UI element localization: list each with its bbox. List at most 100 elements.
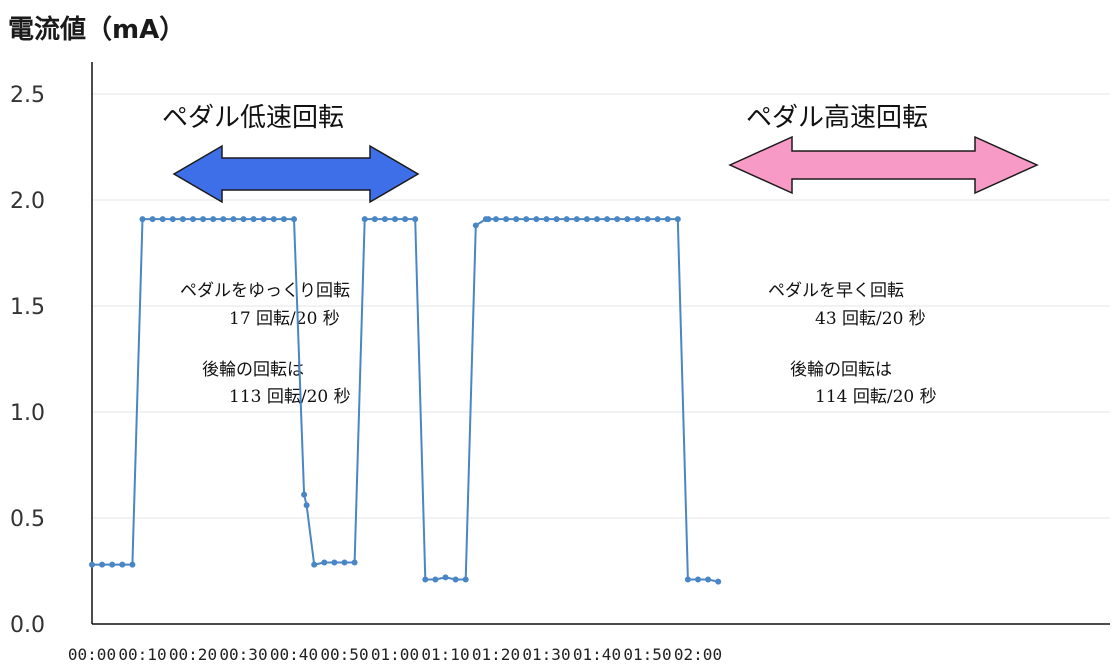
data-point	[644, 216, 651, 223]
data-point	[119, 561, 126, 568]
data-point	[583, 216, 590, 223]
data-point	[594, 216, 600, 223]
data-point	[179, 216, 186, 223]
current-series-line	[92, 218, 719, 583]
x-tick-label: 01:40	[573, 645, 621, 664]
x-tick-label: 00:20	[169, 645, 217, 664]
low-note-line-3: 後輪の回転は	[202, 360, 304, 380]
x-tick-label: 01:00	[371, 645, 419, 664]
data-point	[169, 216, 176, 223]
data-point	[260, 216, 267, 223]
y-tick-label: 2.5	[10, 83, 45, 108]
data-point	[341, 559, 348, 566]
low-note-line-4: 113 回転/20 秒	[229, 387, 351, 407]
data-point	[604, 216, 611, 223]
data-point	[634, 216, 641, 223]
high-speed-header: ペダル高速回転	[746, 103, 928, 133]
data-point	[159, 216, 166, 223]
data-point	[412, 216, 419, 223]
y-tick-label: 1.0	[10, 401, 45, 426]
data-point	[291, 216, 297, 223]
data-point	[311, 561, 318, 568]
x-tick-label: 02:00	[674, 645, 722, 664]
y-tick-label: 1.5	[10, 295, 45, 320]
data-point	[220, 216, 227, 223]
data-point	[149, 216, 156, 223]
data-point	[230, 216, 237, 223]
data-point	[270, 216, 277, 223]
data-point	[89, 561, 95, 568]
data-point	[402, 216, 409, 223]
data-point	[695, 576, 701, 583]
x-tick-label: 00:10	[118, 645, 166, 664]
data-point	[442, 574, 449, 581]
data-point	[371, 216, 378, 223]
data-point	[190, 216, 196, 223]
low-speed-header: ペダル低速回転	[162, 103, 344, 133]
data-point	[563, 216, 570, 223]
data-point	[240, 216, 247, 223]
current-series-points	[89, 216, 722, 585]
data-point	[99, 561, 106, 568]
data-point	[392, 216, 398, 223]
data-point	[210, 216, 217, 223]
data-point	[614, 216, 621, 223]
data-point	[664, 216, 671, 223]
data-point	[301, 491, 308, 498]
data-point	[381, 216, 388, 223]
high-speed-double-arrow	[728, 135, 1039, 195]
x-tick-label: 01:10	[421, 645, 469, 664]
data-point	[513, 216, 520, 223]
x-tick-label: 00:00	[68, 645, 116, 664]
data-point	[573, 216, 580, 223]
data-point	[280, 216, 287, 223]
data-point	[432, 576, 439, 583]
data-point	[452, 576, 459, 583]
data-point	[624, 216, 631, 223]
x-tick-labels: 00:00 00:10 00:20 00:30 00:40 00:50 01:00 01:10…	[68, 645, 722, 664]
x-tick-label: 00:30	[219, 645, 267, 664]
y-axis-label: 電流値（mA）	[8, 15, 185, 45]
data-point	[250, 216, 257, 223]
y-tick-label: 0.0	[10, 613, 45, 638]
data-point	[331, 559, 338, 566]
data-point	[523, 216, 530, 223]
data-point	[303, 502, 310, 509]
data-point	[139, 216, 146, 223]
data-point	[200, 216, 207, 223]
x-tick-label: 01:50	[623, 645, 671, 664]
data-point	[109, 561, 116, 568]
data-point	[684, 576, 691, 583]
x-tick-label: 01:20	[472, 645, 520, 664]
data-point	[654, 216, 661, 223]
data-point	[493, 216, 499, 223]
data-point	[705, 576, 712, 583]
data-point	[503, 216, 510, 223]
low-note-line-1: ペダルをゆっくり回転	[180, 281, 350, 301]
y-tick-labels: 0.0 0.5 1.0 1.5 2.0 2.5	[10, 83, 45, 638]
high-note-line-3: 後輪の回転は	[790, 360, 892, 380]
data-point	[674, 216, 681, 223]
data-point	[715, 578, 722, 585]
data-point	[462, 576, 469, 583]
x-tick-label: 00:40	[270, 645, 318, 664]
high-note-line-2: 43 回転/20 秒	[815, 309, 926, 329]
y-tick-label: 2.0	[10, 189, 45, 214]
low-speed-double-arrow	[172, 144, 420, 204]
data-point	[361, 216, 368, 223]
x-tick-label: 01:30	[522, 645, 570, 664]
data-point	[321, 559, 328, 566]
data-point	[533, 216, 540, 223]
high-note-line-4: 114 回転/20 秒	[815, 387, 937, 407]
data-point	[543, 216, 550, 223]
data-point	[351, 559, 358, 566]
y-tick-label: 0.5	[10, 507, 45, 532]
low-note-line-2: 17 回転/20 秒	[229, 309, 340, 329]
high-note-line-1: ペダルを早く回転	[768, 281, 904, 301]
data-point	[553, 216, 560, 223]
data-point	[129, 561, 136, 568]
x-tick-label: 00:50	[320, 645, 368, 664]
gridlines	[92, 93, 1110, 519]
data-point	[485, 216, 492, 223]
